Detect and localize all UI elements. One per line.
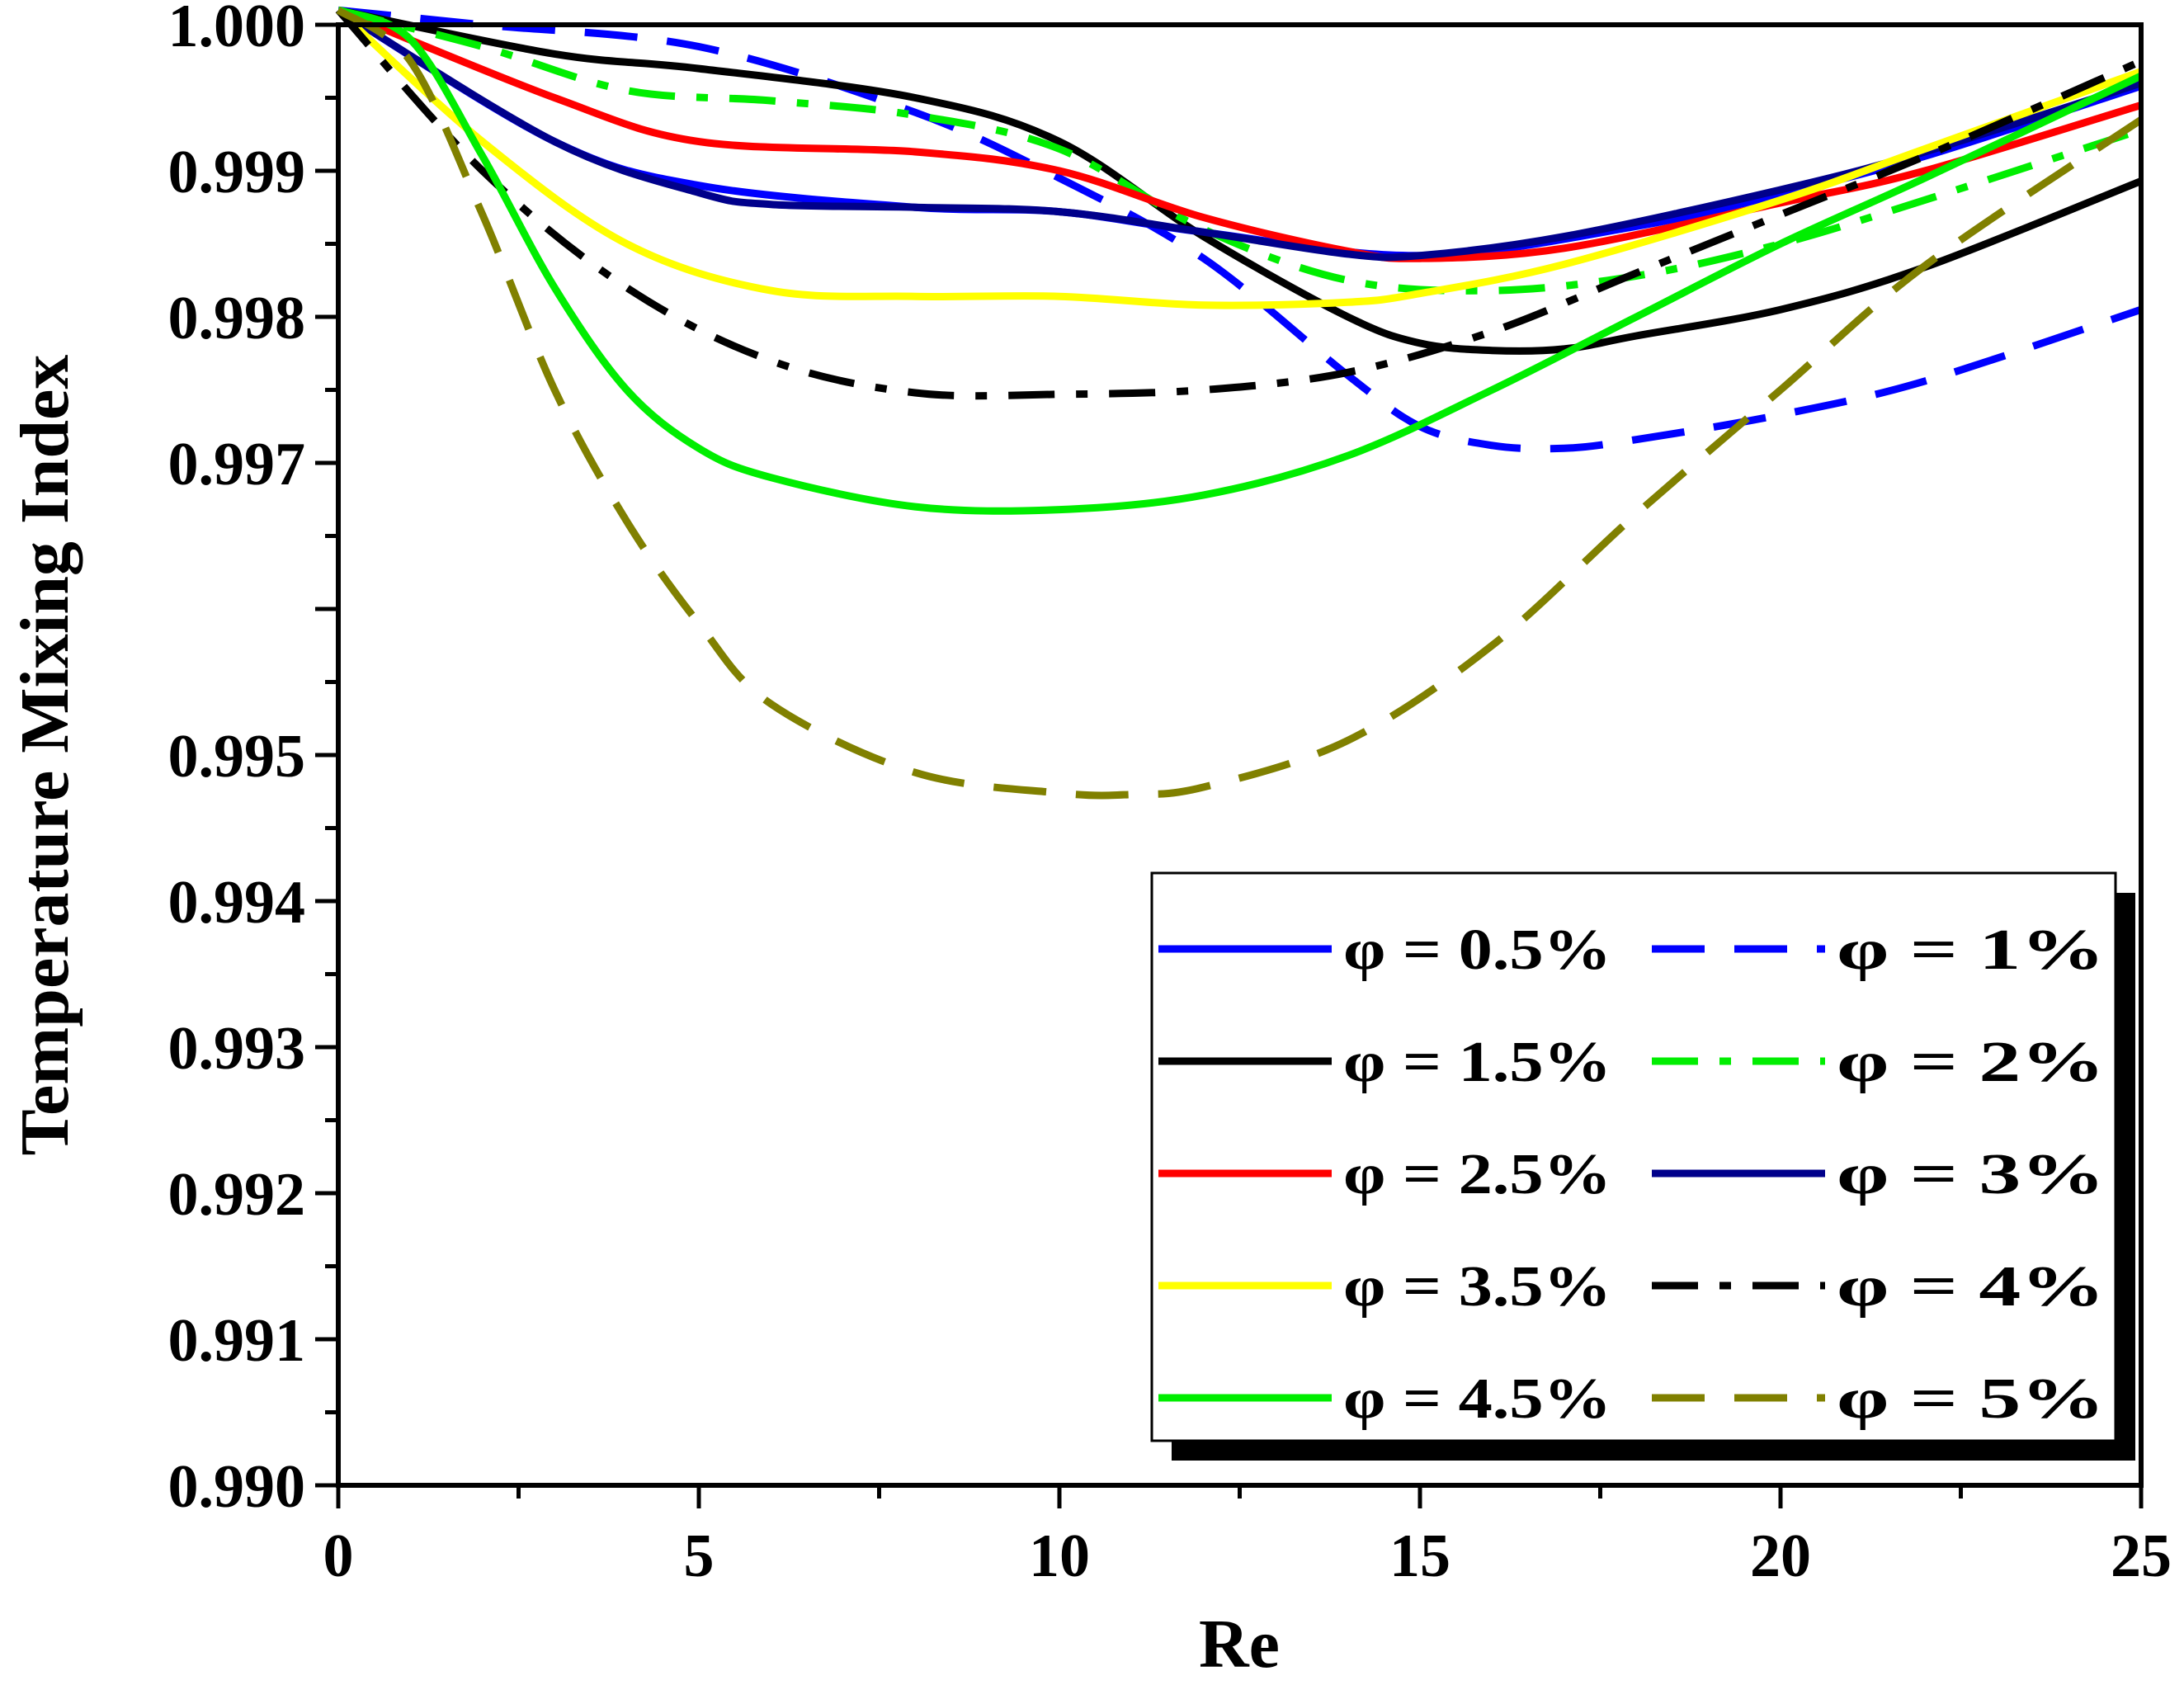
x-tick-label: 20 bbox=[1750, 1522, 1811, 1590]
y-tick-label: 0.995 bbox=[168, 723, 306, 791]
legend-label-1: φ = 0.5% bbox=[1343, 918, 1611, 982]
y-axis-ticks: 0.990 0.991 0.992 0.993 0.994 0.995 0.997 0.998… bbox=[168, 0, 338, 1521]
legend-box bbox=[1150, 871, 2117, 1442]
y-tick-label: 0.998 bbox=[168, 285, 306, 352]
series-line-3 bbox=[337, 6, 2143, 355]
series-line-2 bbox=[337, 6, 2143, 453]
series-curves bbox=[335, 6, 2144, 800]
x-axis-ticks: 0 5 10 15 20 25 bbox=[323, 1485, 2172, 1590]
legend-label-6: φ = 3% bbox=[1837, 1143, 2105, 1206]
series-line-10 bbox=[336, 7, 2144, 800]
y-tick-label: 0.991 bbox=[168, 1307, 306, 1375]
x-tick-label: 10 bbox=[1029, 1522, 1090, 1590]
y-tick-label: 0.990 bbox=[168, 1453, 306, 1521]
y-tick-label: 0.994 bbox=[168, 869, 306, 937]
legend-label-10: φ = 5% bbox=[1837, 1367, 2105, 1431]
legend-entries: φ = 0.5% φ = 1% φ = 1.5% φ = 2% φ = 2.5% φ = … bbox=[1158, 918, 2105, 1431]
series-line-9 bbox=[337, 7, 2143, 515]
x-tick-label: 25 bbox=[2111, 1522, 2172, 1590]
x-axis-title: Re bbox=[1199, 1606, 1280, 1683]
y-tick-label: 0.993 bbox=[168, 1015, 306, 1083]
legend-label-5: φ = 2.5% bbox=[1343, 1143, 1611, 1206]
legend-label-7: φ = 3.5% bbox=[1343, 1255, 1611, 1319]
x-tick-label: 0 bbox=[323, 1522, 354, 1590]
y-tick-label: 0.999 bbox=[168, 139, 306, 206]
y-tick-label: 1.000 bbox=[168, 0, 306, 60]
series-line-6 bbox=[336, 7, 2143, 262]
legend-label-8: φ = 4% bbox=[1837, 1255, 2105, 1319]
legend-label-3: φ = 1.5% bbox=[1343, 1031, 1611, 1094]
series-line-8 bbox=[335, 7, 2143, 400]
legend-label-4: φ = 2% bbox=[1837, 1031, 2105, 1094]
series-line-5 bbox=[337, 7, 2143, 262]
y-tick-label: 0.992 bbox=[168, 1161, 306, 1229]
x-tick-label: 15 bbox=[1389, 1522, 1450, 1590]
legend-label-9: φ = 4.5% bbox=[1343, 1367, 1611, 1431]
legend-label-2: φ = 1% bbox=[1837, 918, 2105, 982]
series-line-7 bbox=[335, 7, 2143, 309]
y-tick-label: 0.997 bbox=[168, 431, 306, 498]
y-axis-title: Temperature Mixing Index bbox=[7, 355, 83, 1156]
x-tick-label: 5 bbox=[684, 1522, 715, 1590]
legend: φ = 0.5% φ = 1% φ = 1.5% φ = 2% φ = 2.5% φ = … bbox=[1150, 871, 2135, 1461]
